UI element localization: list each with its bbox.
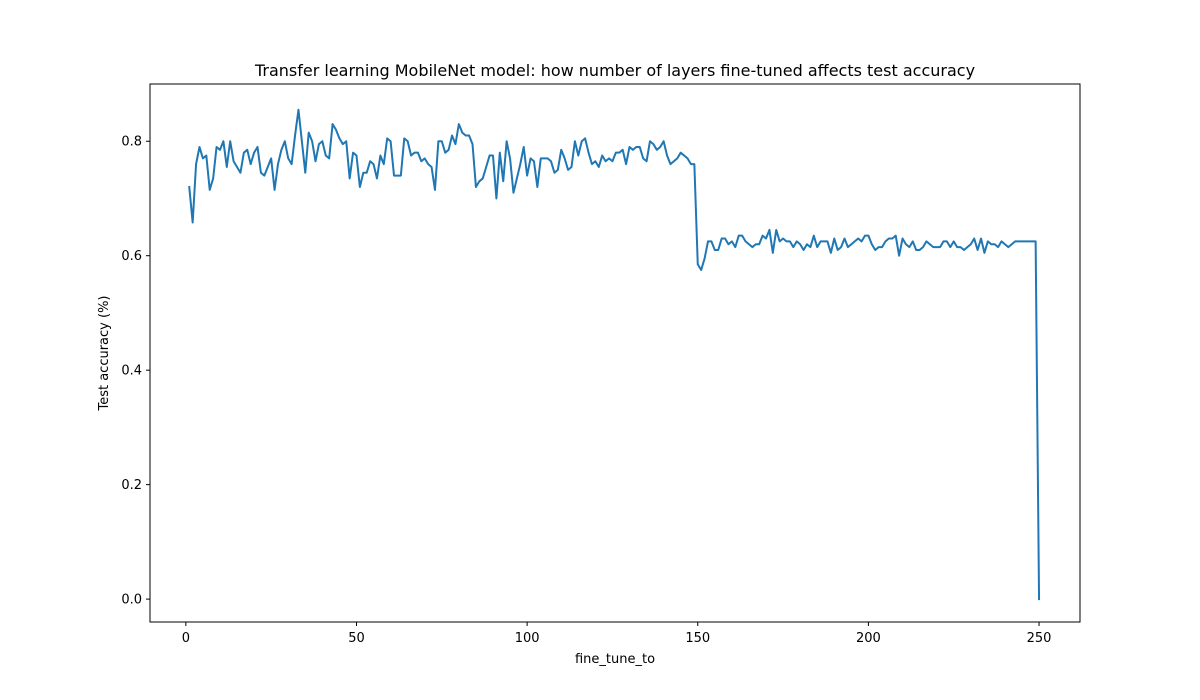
chart-title: Transfer learning MobileNet model: how n…: [254, 61, 975, 80]
x-axis-label: fine_tune_to: [575, 652, 655, 667]
plot-frame: [149, 83, 1081, 623]
x-tick-label: 200: [856, 631, 881, 646]
y-tick-label: 0.4: [121, 364, 142, 379]
y-tick-label: 0.8: [121, 135, 142, 150]
x-tick-label: 50: [348, 631, 365, 646]
x-tick-label: 150: [685, 631, 710, 646]
x-tick-label: 250: [1027, 631, 1052, 646]
x-tick-label: 100: [515, 631, 540, 646]
x-tick-label: 0: [182, 631, 190, 646]
y-tick-label: 0.0: [121, 593, 142, 608]
series-line-0: [188, 108, 1041, 601]
y-tick-label: 0.6: [121, 249, 142, 264]
plot-area: 0 50 100 150 200 250 0.0 0.2 0.4 0.6 0.8: [121, 108, 1052, 646]
y-tick-label: 0.2: [121, 478, 142, 493]
y-axis-label: Test accuracy (%): [97, 295, 112, 411]
